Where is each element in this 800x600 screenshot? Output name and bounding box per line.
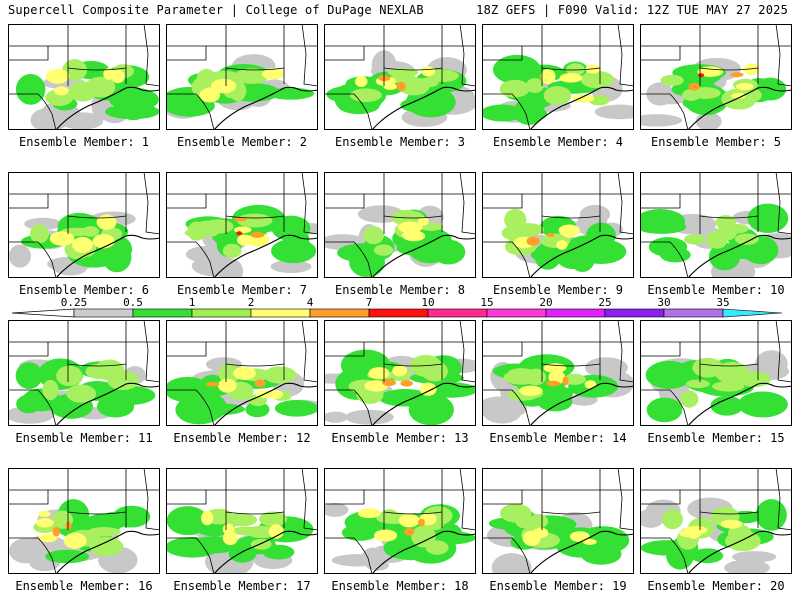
colorbar-tick-label: 0.25 xyxy=(61,296,88,309)
colorbar-swatch xyxy=(427,308,488,318)
map-panel xyxy=(8,172,160,278)
member-map-9 xyxy=(482,172,634,278)
map-panel xyxy=(640,320,792,426)
member-caption: Ensemble Member: 15 xyxy=(647,431,785,445)
member-caption: Ensemble Member: 4 xyxy=(492,135,624,149)
colorbar-tick-label: 2 xyxy=(248,296,255,309)
member-caption: Ensemble Member: 5 xyxy=(650,135,782,149)
member-map-2 xyxy=(166,24,318,130)
colorbar-tick-label: 1 xyxy=(189,296,196,309)
colorbar-left-arrow xyxy=(11,308,75,318)
colorbar-tick-label: 15 xyxy=(480,296,493,309)
colorbar-swatch xyxy=(250,308,311,318)
member-map-12 xyxy=(166,320,318,426)
member-caption: Ensemble Member: 6 xyxy=(18,283,150,297)
map-panel xyxy=(324,24,476,130)
member-caption: Ensemble Member: 8 xyxy=(334,283,466,297)
colorbar-swatch xyxy=(73,308,134,318)
map-panel xyxy=(8,320,160,426)
member-map-11 xyxy=(8,320,160,426)
page-title: Supercell Composite Parameter | College … xyxy=(8,3,424,17)
colorbar-tick-label: 4 xyxy=(307,296,314,309)
map-panel xyxy=(640,468,792,574)
member-map-16 xyxy=(8,468,160,574)
colorbar-tick-label: 20 xyxy=(539,296,552,309)
colorbar-swatch xyxy=(368,308,429,318)
member-map-1 xyxy=(8,24,160,130)
colorbar-tick-label: 7 xyxy=(366,296,373,309)
colorbar-swatch xyxy=(132,308,193,318)
member-map-7 xyxy=(166,172,318,278)
member-map-13 xyxy=(324,320,476,426)
colorbar-tick-label: 25 xyxy=(598,296,611,309)
member-caption: Ensemble Member: 13 xyxy=(331,431,469,445)
member-caption: Ensemble Member: 7 xyxy=(176,283,308,297)
colorbar-tick-label: 0.5 xyxy=(123,296,143,309)
member-caption: Ensemble Member: 1 xyxy=(18,135,150,149)
colorbar-swatch xyxy=(722,308,783,318)
member-map-14 xyxy=(482,320,634,426)
map-panel xyxy=(324,468,476,574)
colorbar-swatch xyxy=(191,308,252,318)
member-map-15 xyxy=(640,320,792,426)
colorbar-swatch xyxy=(545,308,606,318)
member-caption: Ensemble Member: 19 xyxy=(489,579,627,593)
member-map-6 xyxy=(8,172,160,278)
colorbar-swatch xyxy=(663,308,724,318)
member-map-20 xyxy=(640,468,792,574)
member-caption: Ensemble Member: 3 xyxy=(334,135,466,149)
map-panel xyxy=(640,172,792,278)
map-panel xyxy=(8,468,160,574)
color-scale-bar: 0.25 0.5 1 2 4 7 10 15 20 25 30 35 xyxy=(11,296,783,318)
map-panel xyxy=(8,24,160,130)
colorbar-swatch xyxy=(309,308,370,318)
map-panel xyxy=(166,320,318,426)
member-caption: Ensemble Member: 11 xyxy=(15,431,153,445)
map-panel xyxy=(166,468,318,574)
member-map-3 xyxy=(324,24,476,130)
member-caption: Ensemble Member: 18 xyxy=(331,579,469,593)
member-caption: Ensemble Member: 10 xyxy=(647,283,785,297)
colorbar-tick-label: 30 xyxy=(657,296,670,309)
map-panel xyxy=(482,172,634,278)
member-caption: Ensemble Member: 12 xyxy=(173,431,311,445)
map-panel xyxy=(166,24,318,130)
member-caption: Ensemble Member: 2 xyxy=(176,135,308,149)
member-map-10 xyxy=(640,172,792,278)
member-map-5 xyxy=(640,24,792,130)
member-caption: Ensemble Member: 16 xyxy=(15,579,153,593)
map-panel xyxy=(324,320,476,426)
member-map-8 xyxy=(324,172,476,278)
map-panel xyxy=(324,172,476,278)
member-caption: Ensemble Member: 9 xyxy=(492,283,624,297)
map-panel xyxy=(166,172,318,278)
valid-time-label: 18Z GEFS | F090 Valid: 12Z TUE MAY 27 20… xyxy=(476,3,788,17)
colorbar-tick-label: 10 xyxy=(421,296,434,309)
colorbar-tick-label: 35 xyxy=(716,296,729,309)
member-map-19 xyxy=(482,468,634,574)
map-panel xyxy=(482,320,634,426)
member-caption: Ensemble Member: 20 xyxy=(647,579,785,593)
colorbar-swatch xyxy=(486,308,547,318)
map-panel xyxy=(640,24,792,130)
member-map-4 xyxy=(482,24,634,130)
member-caption: Ensemble Member: 17 xyxy=(173,579,311,593)
map-panel xyxy=(482,24,634,130)
member-caption: Ensemble Member: 14 xyxy=(489,431,627,445)
member-map-18 xyxy=(324,468,476,574)
map-panel xyxy=(482,468,634,574)
member-map-17 xyxy=(166,468,318,574)
colorbar-swatch xyxy=(604,308,665,318)
